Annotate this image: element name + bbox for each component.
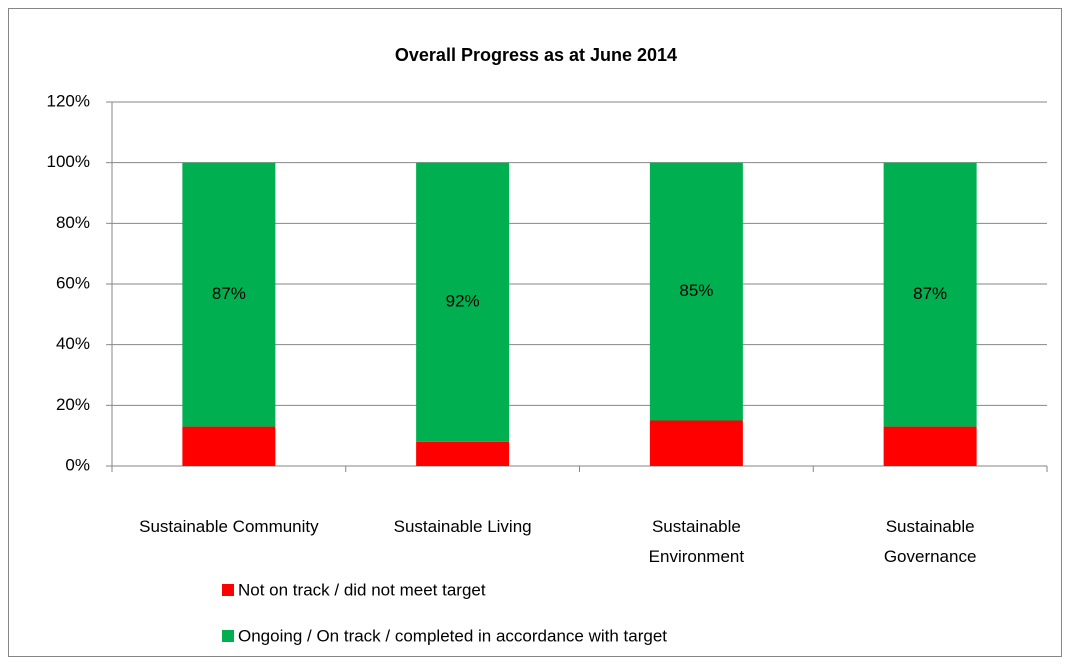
y-tick-label: 100% xyxy=(47,152,90,171)
y-tick-label: 120% xyxy=(47,91,90,110)
legend-swatch xyxy=(222,630,234,642)
y-tick-label: 60% xyxy=(56,273,90,292)
x-tick-label: Sustainable Governance xyxy=(883,517,977,566)
bar-segment xyxy=(883,426,977,466)
bar-segment xyxy=(649,162,743,421)
bar-segment xyxy=(416,162,510,442)
y-tick-label: 0% xyxy=(65,455,90,474)
data-label: 87% xyxy=(212,284,246,303)
x-tick-label: Sustainable Living xyxy=(393,517,532,536)
bar-segment xyxy=(649,420,743,466)
y-tick-label: 20% xyxy=(56,395,90,414)
data-label: 87% xyxy=(913,284,947,303)
bar-segment xyxy=(883,162,977,427)
y-tick-label: 40% xyxy=(56,334,90,353)
x-tick-label: Sustainable Community xyxy=(139,517,319,536)
legend-label: Ongoing / On track / completed in accord… xyxy=(238,626,667,645)
bar-segment xyxy=(416,441,510,466)
chart-title: Overall Progress as at June 2014 xyxy=(395,45,677,65)
legend-label: Not on track / did not meet target xyxy=(238,580,486,599)
x-tick-label: Sustainable Environment xyxy=(648,517,745,566)
data-label: 92% xyxy=(446,292,480,311)
data-label: 85% xyxy=(679,281,713,300)
legend-swatch xyxy=(222,584,234,596)
bar-segment xyxy=(182,162,276,427)
bar-segment xyxy=(182,426,276,466)
y-tick-label: 80% xyxy=(56,213,90,232)
